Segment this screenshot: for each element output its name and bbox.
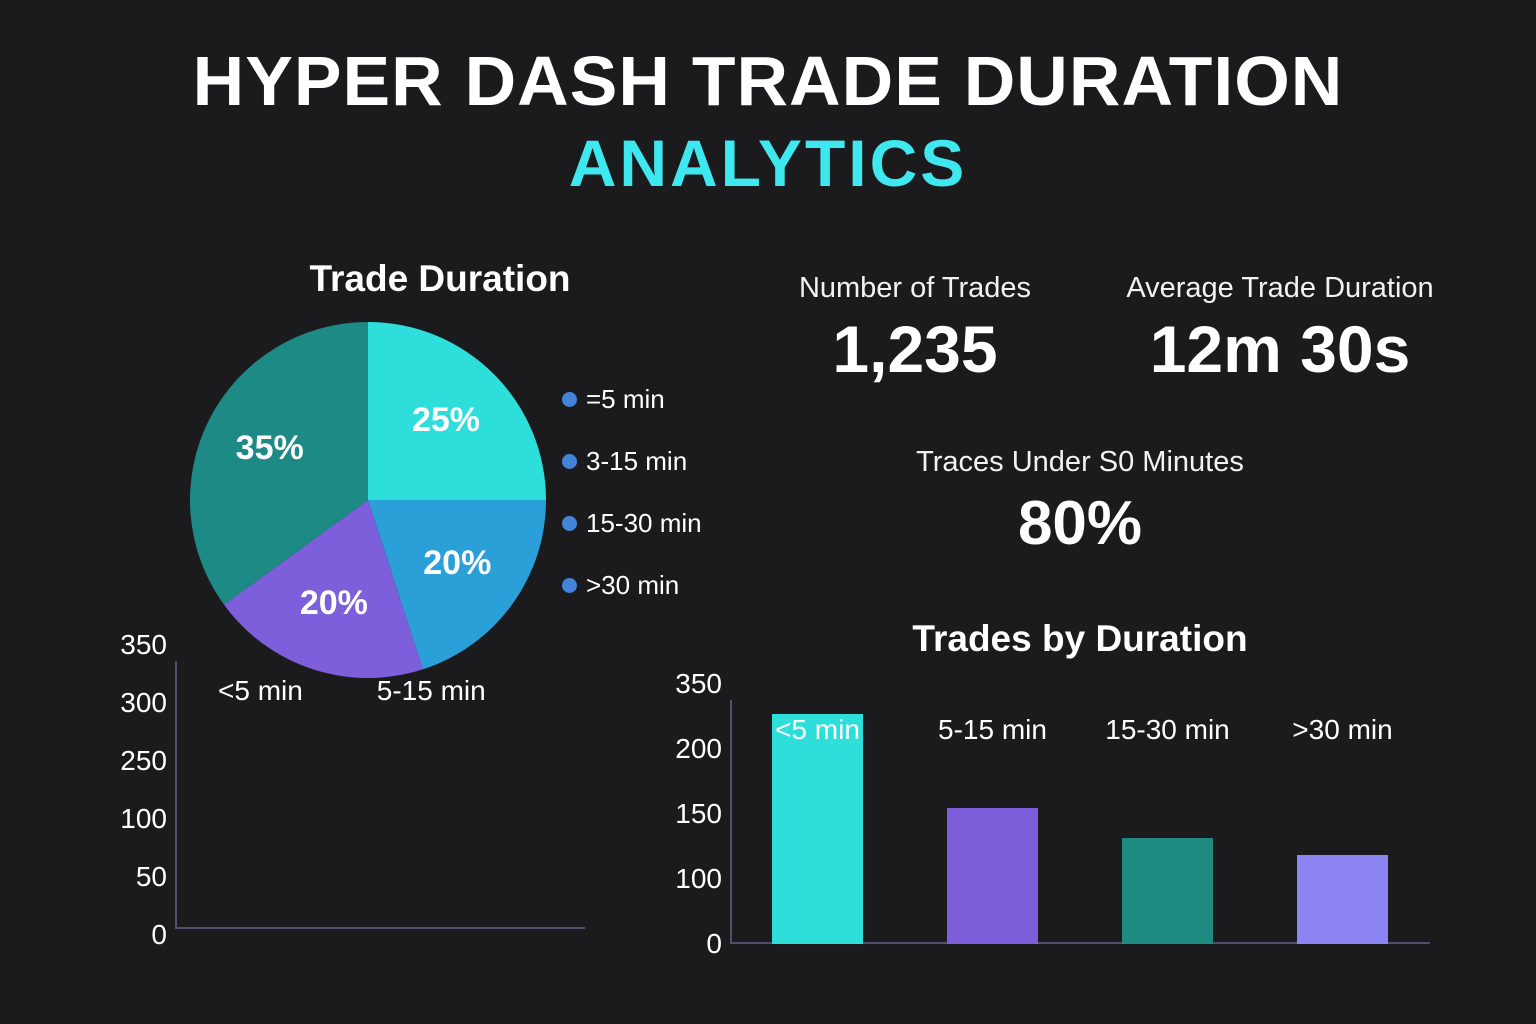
bar[interactable]	[947, 808, 1038, 944]
x-axis-tick-label: 5-15 min	[376, 675, 486, 706]
legend-item-label: =5 min	[586, 383, 665, 414]
legend-item[interactable]: 15-30 min	[562, 492, 782, 554]
pie-slice-label: 20%	[300, 584, 368, 622]
legend-dot-icon	[562, 391, 577, 407]
x-axis-line	[175, 927, 585, 929]
legend-dot-icon	[562, 515, 577, 531]
x-axis-line	[730, 942, 1430, 944]
kpi-label: Average Trade Duration	[1126, 272, 1434, 304]
pie-slice[interactable]	[223, 500, 424, 678]
header: HYPER DASH TRADE DURATION ANALYTICS	[0, 46, 1536, 196]
trades-by-duration-chart: Trades by Duration 350 200 150 100 0 <5 min 5…	[660, 618, 1450, 998]
kpi-average-trade-duration: Average Trade Duration 12m 30s	[1090, 272, 1470, 384]
pie-slice-label: 25%	[412, 401, 480, 439]
x-axis-tick-label: 15-30 min	[1105, 714, 1230, 745]
pie-slices	[190, 322, 546, 678]
y-axis-ticks: 350 200 150 100 0	[660, 668, 722, 959]
kpi-traces-under-minutes: Traces Under S0 Minutes 80%	[880, 446, 1280, 556]
y-axis-ticks: 350 300 250 100 50 0	[105, 629, 167, 950]
kpi-label: Number of Trades	[798, 272, 1032, 304]
legend-dot-icon	[562, 577, 577, 593]
y-axis-tick-label: 100	[120, 803, 167, 834]
page-subtitle: ANALYTICS	[568, 126, 968, 200]
pie-slice-labels: 25% 20% 20% 35%	[236, 401, 492, 622]
plot-area: <5 min 5-15 min	[175, 661, 585, 929]
kpi-value: 12m 30s	[1149, 312, 1411, 386]
pie-slice[interactable]	[190, 322, 368, 605]
y-axis-tick-label: 100	[675, 863, 722, 894]
bar[interactable]	[772, 713, 863, 944]
pie-chart: 25% 20% 20% 35%	[190, 322, 546, 678]
y-axis-tick-label: 0	[706, 928, 722, 959]
empty-bar-chart: 350 300 250 100 50 0 <5 min 5-15 min	[105, 629, 605, 995]
y-axis-tick-label: 150	[675, 798, 722, 829]
pie-chart-svg: 25% 20% 20% 35%	[190, 322, 546, 678]
bar-chart-title: Trades by Duration	[912, 618, 1248, 659]
y-axis-tick-label: 350	[675, 668, 722, 699]
y-axis-tick-label: 50	[135, 861, 167, 892]
pie-slice-label: 20%	[423, 544, 491, 582]
kpi-number-of-trades: Number of Trades 1,235	[760, 272, 1070, 384]
y-axis-tick-label: 0	[151, 919, 167, 950]
plot-area: <5 min 5-15 min 15-30 min >30 min	[730, 700, 1430, 944]
pie-slice[interactable]	[368, 500, 546, 670]
legend-item[interactable]: >30 min	[562, 554, 782, 616]
legend-item[interactable]: 3-15 min	[562, 430, 782, 492]
legend-item-label: 15-30 min	[586, 507, 702, 538]
page-title: HYPER DASH TRADE DURATION	[192, 42, 1344, 120]
bar[interactable]	[1122, 838, 1213, 944]
pie-slice-label: 35%	[236, 429, 304, 467]
pie-slice[interactable]	[368, 322, 546, 500]
x-axis-tick-label: <5 min	[217, 675, 303, 706]
kpi-value: 80%	[1017, 489, 1143, 558]
legend-dot-icon	[562, 453, 577, 469]
pie-chart-legend: =5 min 3-15 min 15-30 min >30 min	[562, 368, 782, 616]
x-axis-tick-label: 5-15 min	[938, 714, 1047, 745]
kpi-label: Traces Under S0 Minutes	[916, 446, 1244, 478]
legend-item[interactable]: =5 min	[562, 368, 782, 430]
kpi-value: 1,235	[832, 312, 998, 386]
legend-item-label: >30 min	[586, 569, 680, 600]
y-axis-tick-label: 350	[120, 629, 167, 660]
y-axis-tick-label: 300	[120, 687, 167, 718]
y-axis-line	[730, 700, 732, 944]
legend-item-label: 3-15 min	[586, 445, 688, 476]
x-axis-tick-label: <5 min	[775, 714, 860, 745]
x-axis-tick-label: >30 min	[1292, 714, 1393, 745]
y-axis-line	[175, 661, 177, 929]
pie-chart-title: Trade Duration	[309, 258, 571, 299]
bar[interactable]	[1297, 854, 1388, 944]
y-axis-tick-label: 250	[120, 745, 167, 776]
pie-chart-section: Trade Duration 25% 20% 20% 35% =5 min 3-15 …	[150, 258, 790, 688]
y-axis-tick-label: 200	[675, 733, 722, 764]
